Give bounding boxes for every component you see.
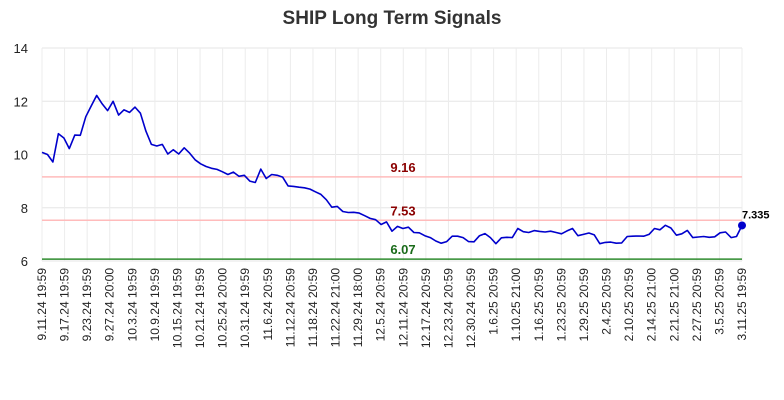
label-layer: 6 8 10 12 14 9.11.24 19:59 9.17.24 19:59 9.23.2… (14, 41, 770, 348)
x-tick-label: 3.11.25 19:59 (735, 268, 749, 341)
x-tick-label: 9.27.24 20:00 (103, 268, 117, 342)
x-tick-label: 2.4.25 20:59 (600, 268, 614, 335)
x-tick-label: 11.12.24 20:59 (283, 268, 297, 348)
x-tick-label: 1.23.25 20:59 (554, 268, 568, 342)
x-tick-label: 1.29.25 20:59 (577, 268, 591, 342)
x-tick-label: 2.10.25 20:59 (622, 268, 636, 342)
x-tick-label: 11.18.24 20:59 (306, 268, 320, 348)
x-tick-label: 11.22.24 21:00 (329, 268, 343, 348)
y-tick-label: 6 (21, 254, 28, 269)
last-point-label: 7.335 (742, 209, 770, 221)
x-tick-label: 12.17.24 20:59 (419, 268, 433, 348)
level-label: 6.07 (390, 242, 415, 257)
x-tick-label: 2.27.25 20:59 (690, 268, 704, 342)
x-tick-label: 12.30.24 20:59 (464, 268, 478, 348)
series-line (41, 94, 743, 245)
level-label: 7.53 (390, 203, 415, 218)
level-label: 9.16 (390, 160, 415, 175)
level-lines (42, 176, 742, 260)
x-tick-label: 1.16.25 20:59 (532, 268, 546, 342)
x-tick-label: 9.23.24 19:59 (80, 268, 94, 342)
x-tick-label: 10.15.24 19:59 (170, 268, 184, 348)
y-tick-label: 8 (21, 201, 28, 216)
y-tick-label: 14 (14, 41, 28, 56)
x-tick-label: 12.5.24 20:59 (374, 268, 388, 342)
x-tick-label: 3.5.25 20:59 (712, 268, 726, 335)
x-tick-label: 10.25.24 20:00 (216, 268, 230, 348)
x-tick-label: 10.21.24 19:59 (193, 268, 207, 348)
x-tick-label: 11.6.24 20:59 (261, 268, 275, 341)
grid-layer (41, 47, 743, 262)
x-tick-label: 9.11.24 19:59 (35, 268, 49, 341)
x-tick-label: 9.17.24 19:59 (58, 268, 72, 342)
last-point-marker (738, 221, 746, 230)
chart-title: SHIP Long Term Signals (282, 8, 502, 29)
y-tick-label: 12 (14, 94, 28, 109)
x-tick-label: 2.14.25 21:00 (645, 268, 659, 342)
x-tick-label: 10.9.24 19:59 (148, 268, 162, 342)
x-tick-label: 11.29.24 18:00 (351, 268, 365, 348)
x-tick-label: 12.11.24 20:59 (396, 268, 410, 348)
x-tick-label: 10.3.24 19:59 (125, 268, 139, 342)
x-tick-label: 2.21.25 21:00 (667, 268, 681, 342)
series-layer (41, 94, 746, 245)
x-tick-label: 1.6.25 20:59 (487, 268, 501, 335)
x-tick-label: 12.23.24 20:59 (441, 268, 455, 348)
y-tick-label: 10 (14, 148, 28, 163)
x-tick-label: 1.10.25 21:00 (509, 268, 523, 342)
x-tick-label: 10.31.24 19:59 (238, 268, 252, 348)
